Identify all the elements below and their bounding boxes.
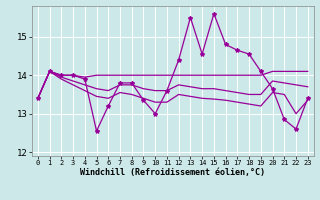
X-axis label: Windchill (Refroidissement éolien,°C): Windchill (Refroidissement éolien,°C) — [80, 168, 265, 177]
